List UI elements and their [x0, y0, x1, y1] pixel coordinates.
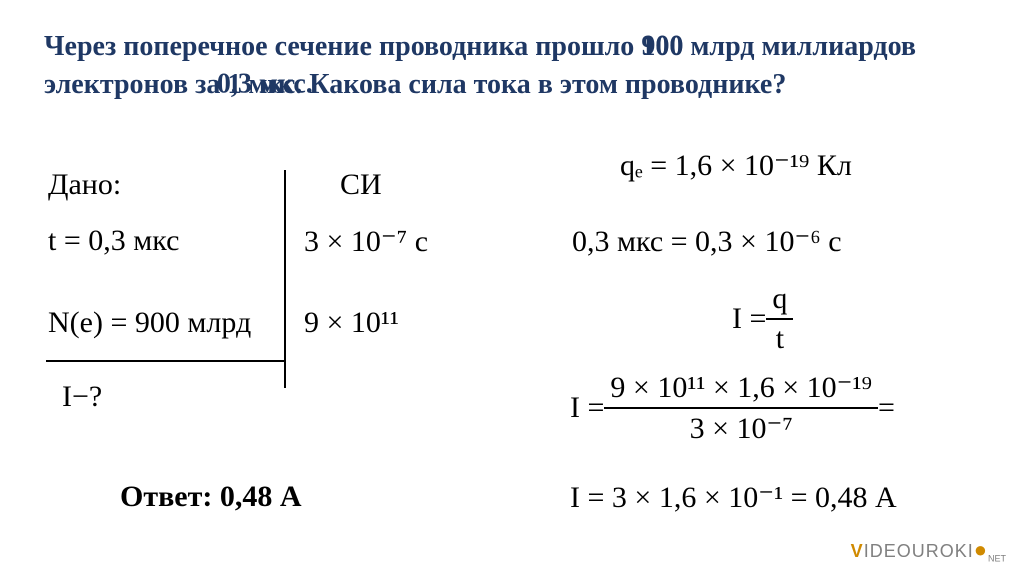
si-t: 3 × 10⁻⁷ с: [304, 224, 428, 259]
strike-900: 100900: [641, 28, 683, 66]
time-conversion: 0,3 мкс = 0,3 × 10⁻⁶ с: [572, 224, 842, 259]
formula-i-qt: I = q t: [732, 282, 793, 356]
calc-fraction: I = 9 × 10¹¹ × 1,6 × 10⁻¹⁹ 3 × 10⁻⁷ =: [570, 370, 895, 446]
answer: Ответ: 0,48 А: [120, 480, 301, 514]
given-t: t = 0,3 мкс: [48, 224, 179, 258]
find-i: I−?: [62, 380, 102, 414]
si-n: 9 × 10¹¹: [304, 306, 399, 340]
problem-text-1: Через поперечное сечение проводника прош…: [44, 31, 641, 62]
watermark-videouroki: VIDEOUROKI●NET: [851, 537, 1006, 564]
strike-03mks: 1 мкс.0,3 мкс.: [227, 66, 302, 104]
physics-problem-slide: Через поперечное сечение проводника прош…: [0, 0, 1024, 574]
problem-text-3: Какова сила тока в этом проводнике?: [302, 69, 786, 100]
separator-vertical: [284, 170, 286, 388]
separator-horizontal: [46, 360, 284, 362]
problem-statement: Через поперечное сечение проводника прош…: [44, 28, 980, 104]
result-line: I = 3 × 1,6 × 10⁻¹ = 0,48 А: [570, 480, 897, 515]
qe-constant: qₑ = 1,6 × 10⁻¹⁹ Кл: [620, 148, 852, 183]
si-label: СИ: [340, 168, 382, 202]
given-n: N(e) = 900 млрд: [48, 306, 251, 340]
given-label: Дано:: [48, 168, 121, 202]
